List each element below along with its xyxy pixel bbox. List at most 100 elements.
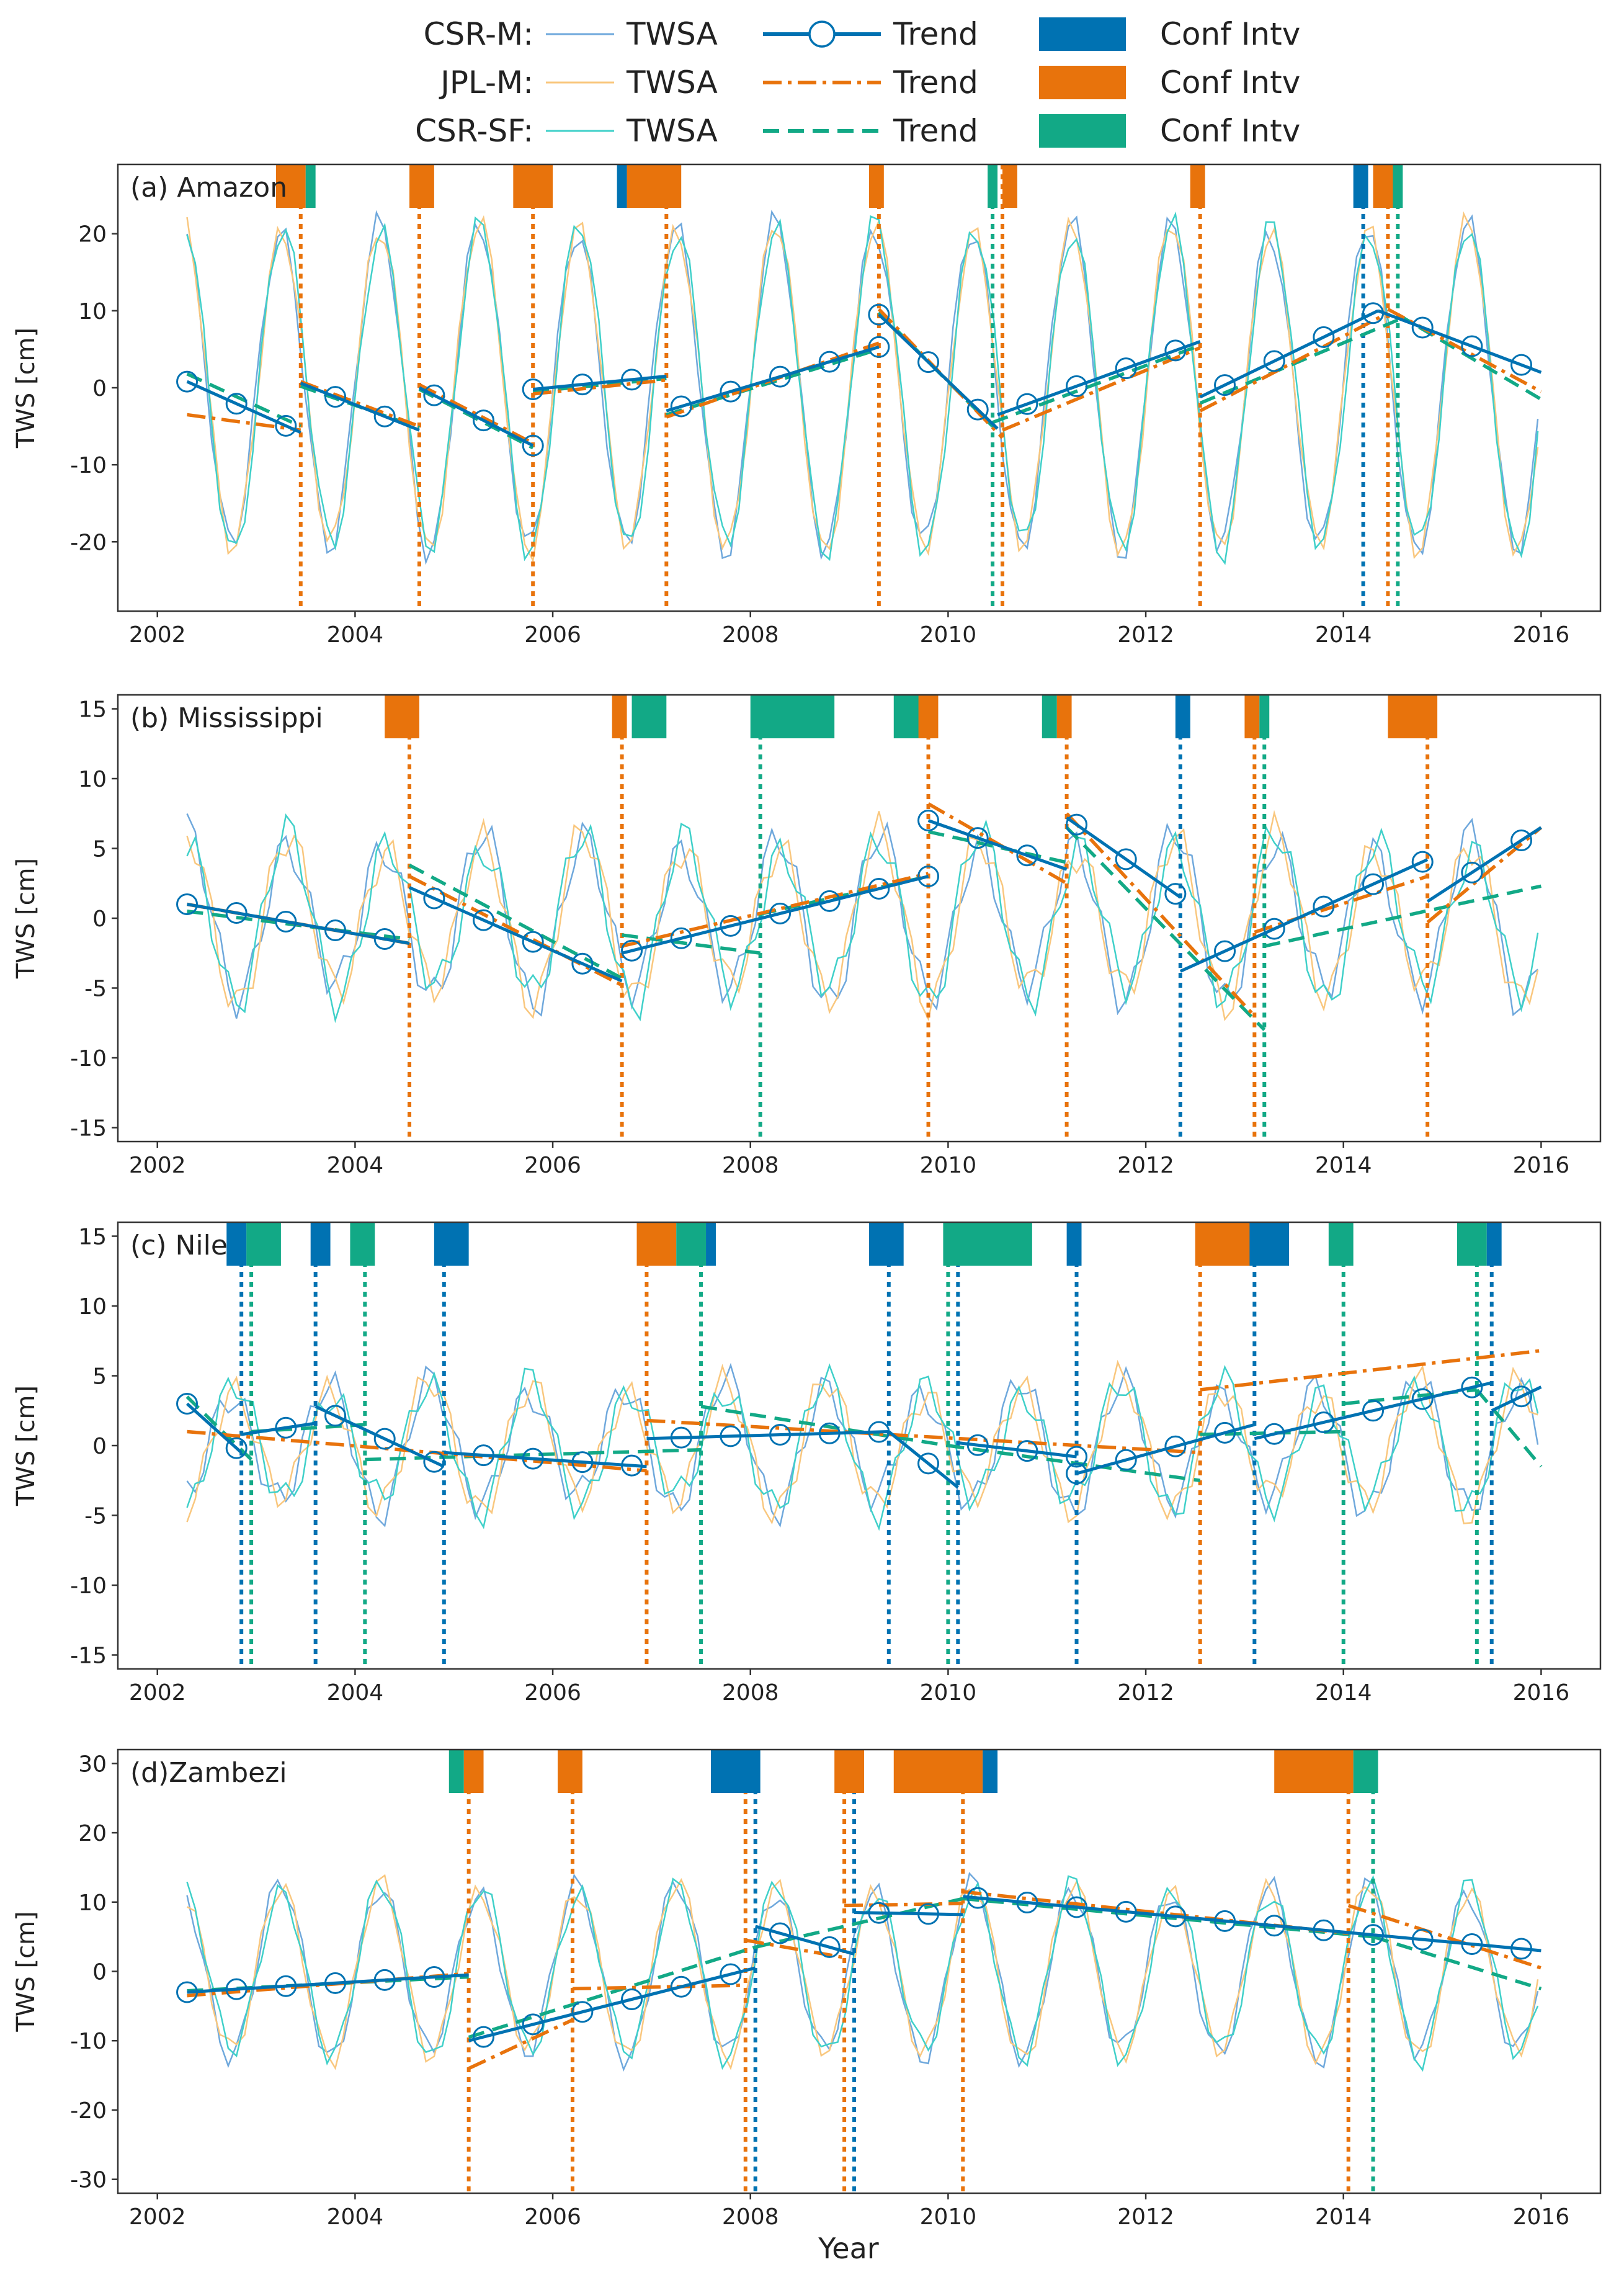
trend-marker-csr-m xyxy=(324,919,347,941)
plot-frame xyxy=(117,1748,1602,2194)
trend-segment-csr-m xyxy=(241,1421,316,1436)
trend-marker-csr-m xyxy=(1362,1400,1385,1422)
trend-marker-csr-m xyxy=(621,1988,643,2010)
x-tick-label: 2012 xyxy=(1117,2204,1174,2230)
conf-interval-csr-sf xyxy=(631,695,667,738)
legend-twsa-label: TWSA xyxy=(626,16,718,52)
trend-marker-csr-m xyxy=(1066,813,1088,836)
conf-interval-jpl-m xyxy=(275,164,306,208)
trend-segment-csr-sf xyxy=(408,864,623,980)
x-tick-label: 2014 xyxy=(1315,2204,1372,2230)
trend-segment-csr-m xyxy=(963,1895,1541,1952)
trend-marker-csr-m xyxy=(1115,1900,1137,1923)
trend-marker-csr-m xyxy=(522,1447,544,1470)
x-tick-label: 2016 xyxy=(1513,622,1570,648)
y-tick-label: 15 xyxy=(78,697,107,723)
trend-marker-csr-m xyxy=(1016,393,1038,415)
trend-marker-csr-m xyxy=(1164,883,1187,905)
trend-marker-csr-m xyxy=(621,939,643,962)
trend-marker-csr-m xyxy=(1411,316,1434,339)
trend-segment-csr-sf xyxy=(1372,1935,1542,1991)
trend-segment-csr-m xyxy=(1426,826,1542,903)
panel-2: (b) Mississippi -15 -10 -5 0 5 10 15 2002 2004 200… xyxy=(12,694,1602,1178)
trend-marker-csr-m xyxy=(176,1981,199,2003)
trend-segment-csr-sf xyxy=(418,388,534,450)
trend-segment-csr-sf xyxy=(927,830,1068,864)
trend-marker-csr-m xyxy=(769,902,792,924)
conf-interval-csr-m xyxy=(310,1222,331,1266)
trend-marker-csr-m xyxy=(1016,1892,1038,1914)
y-tick-label: -15 xyxy=(70,1116,107,1142)
trend-marker-csr-m xyxy=(1214,374,1236,396)
twsa-series-csr-sf xyxy=(186,813,1539,1024)
trend-marker-csr-m xyxy=(670,1975,692,1998)
y-axis-label: TWS [cm] xyxy=(12,858,40,979)
trend-marker-csr-m xyxy=(1461,1376,1483,1398)
trend-marker-csr-m xyxy=(522,931,544,953)
trend-marker-csr-m xyxy=(1164,1905,1187,1928)
trend-segment-csr-m xyxy=(187,903,410,945)
trend-marker-csr-m xyxy=(324,1405,347,1427)
x-tick-label: 2004 xyxy=(327,1153,384,1178)
trend-segment-csr-sf xyxy=(185,1395,253,1461)
conf-interval-jpl-m xyxy=(1274,1750,1354,1793)
trend-segment-csr-m xyxy=(666,345,880,413)
trend-marker-csr-m xyxy=(1510,1385,1533,1408)
conf-interval-csr-m xyxy=(1249,1222,1290,1266)
trend-segment-jpl-m xyxy=(187,1429,647,1473)
trend-marker-csr-m xyxy=(1461,1933,1483,1956)
trend-marker-csr-m xyxy=(373,1969,396,1991)
legend-twsa-label: TWSA xyxy=(626,65,718,101)
conf-interval-csr-m xyxy=(1066,1222,1082,1266)
trend-segment-csr-m xyxy=(187,1973,469,1994)
trend-segment-csr-sf xyxy=(700,1405,948,1447)
trend-marker-csr-m xyxy=(720,915,742,937)
panel-3: (c) Nile -15 -10 -5 0 5 10 15 2002 2004 2006 2008 20… xyxy=(12,1221,1602,1706)
trend-segment-csr-m xyxy=(878,313,999,430)
conf-interval-csr-m xyxy=(617,164,627,208)
x-tick-label: 2010 xyxy=(920,2204,977,2230)
trend-marker-csr-m xyxy=(1263,350,1285,372)
y-tick-label: 30 xyxy=(78,1751,107,1777)
y-tick-label: -20 xyxy=(70,2098,107,2124)
trend-segment-csr-m xyxy=(888,1430,959,1489)
x-tick-label: 2016 xyxy=(1513,1680,1570,1706)
trend-marker-csr-m xyxy=(966,827,989,849)
trend-marker-csr-m xyxy=(1214,1910,1236,1932)
y-tick-label: -10 xyxy=(70,2029,107,2054)
trend-marker-csr-m xyxy=(423,887,445,910)
trend-segment-csr-m xyxy=(1254,1381,1492,1441)
trend-segment-jpl-m xyxy=(1001,346,1201,432)
trend-marker-csr-m xyxy=(423,1451,445,1473)
trend-marker-csr-m xyxy=(225,393,248,415)
trend-segment-csr-sf xyxy=(1065,826,1266,1031)
twsa-series-csr-sf xyxy=(186,211,1539,565)
trend-segment-jpl-m xyxy=(745,1938,845,1959)
trend-segment-csr-m xyxy=(1491,1385,1542,1413)
trend-marker-csr-m xyxy=(720,1963,742,1985)
twsa-series-csr-m xyxy=(186,813,1538,1019)
trend-segment-csr-m xyxy=(621,875,929,955)
trend-marker-csr-m xyxy=(670,927,692,949)
conf-interval-csr-sf xyxy=(676,1222,707,1266)
conf-interval-jpl-m xyxy=(627,164,682,208)
trend-marker-csr-m xyxy=(176,893,199,915)
x-tick-label: 2008 xyxy=(722,1680,779,1706)
conf-interval-jpl-m xyxy=(636,1222,677,1266)
trend-marker-csr-m xyxy=(473,409,495,432)
x-tick-label: 2004 xyxy=(327,2204,384,2230)
trend-marker-csr-m xyxy=(176,370,199,393)
legend-trend-marker xyxy=(808,20,836,48)
trend-marker-csr-m xyxy=(1461,335,1483,357)
trend-marker-csr-m xyxy=(1016,1440,1038,1462)
x-tick-label: 2014 xyxy=(1315,1680,1372,1706)
trend-segment-csr-sf xyxy=(992,344,1201,424)
trend-segment-csr-m xyxy=(927,819,1068,871)
conf-interval-csr-m xyxy=(711,1750,761,1793)
trend-marker-csr-m xyxy=(225,1437,248,1459)
trend-segment-jpl-m xyxy=(572,1984,746,1991)
trend-marker-csr-m xyxy=(868,303,890,326)
trend-marker-csr-m xyxy=(966,1434,989,1456)
x-tick-label: 2006 xyxy=(524,2204,581,2230)
y-tick-label: 15 xyxy=(78,1225,107,1250)
